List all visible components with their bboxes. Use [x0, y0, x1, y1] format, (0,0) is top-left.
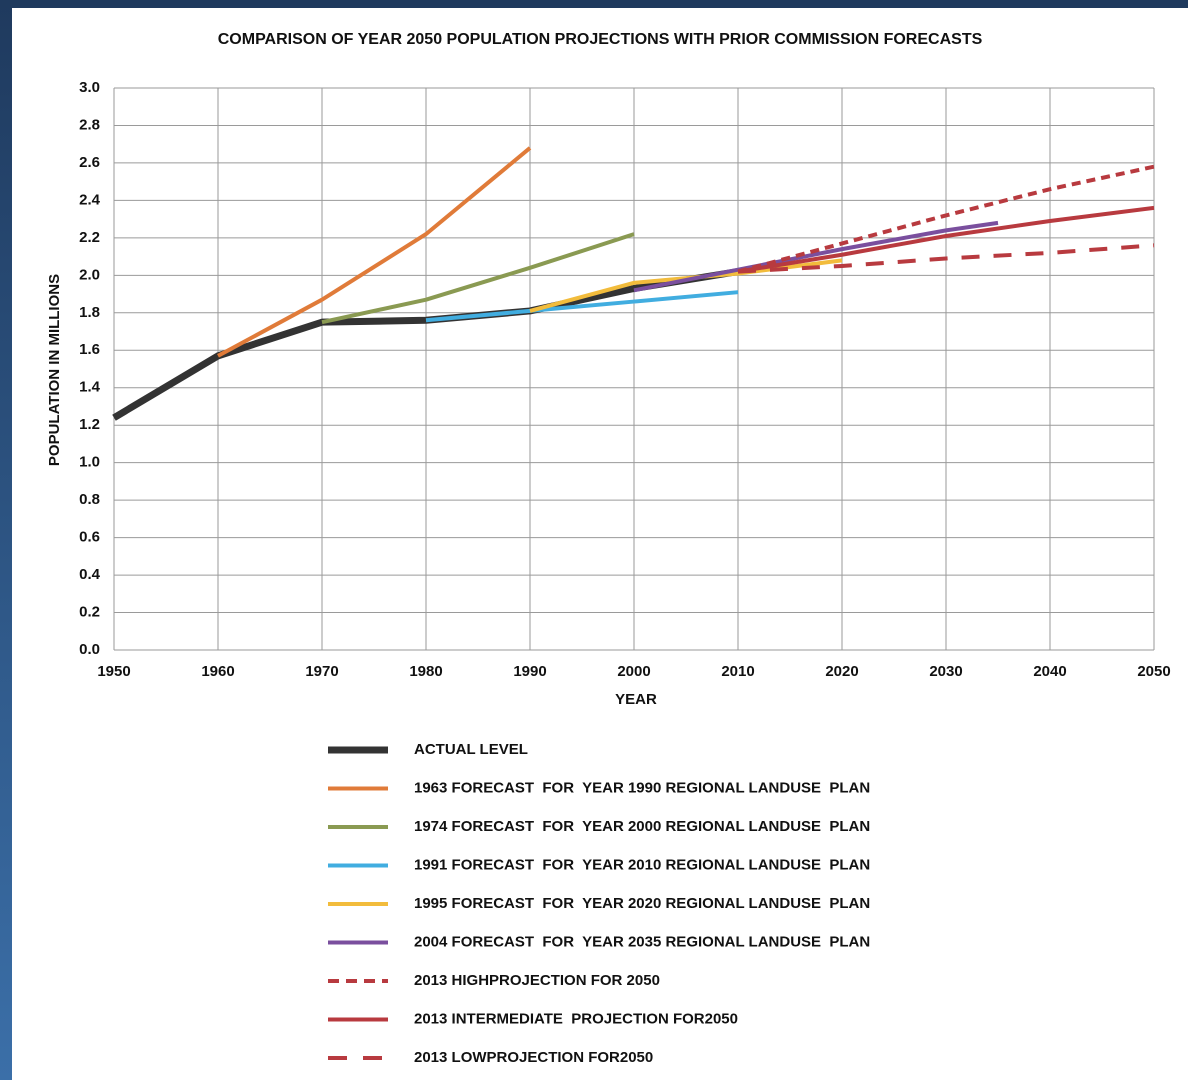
legend-label: ACTUAL LEVEL [414, 741, 528, 758]
y-tick-label: 1.2 [79, 416, 100, 433]
panel [12, 8, 1188, 1080]
x-axis-label: YEAR [615, 691, 657, 708]
x-tick-label: 2000 [617, 663, 650, 680]
x-tick-label: 1950 [97, 663, 130, 680]
series-line [321, 232, 635, 325]
x-tick-label: 2010 [721, 663, 754, 680]
y-tick-label: 0.4 [79, 566, 101, 583]
series-line [633, 220, 999, 293]
legend-label: 1963 FORECAST FOR YEAR 1990 REGIONAL LAN… [414, 779, 870, 796]
legend-label: 1991 FORECAST FOR YEAR 2010 REGIONAL LAN… [414, 856, 870, 873]
y-tick-label: 0.2 [79, 604, 100, 621]
y-tick-label: 1.6 [79, 341, 100, 358]
x-tick-label: 2020 [825, 663, 858, 680]
x-tick-label: 2030 [929, 663, 962, 680]
series-line [737, 243, 1155, 274]
legend-label: 2013 LOWPROJECTION FOR2050 [414, 1049, 653, 1066]
series-line [737, 205, 1155, 274]
y-axis-label: POPULATION IN MILLIONS [46, 274, 63, 466]
chart-title: COMPARISON OF YEAR 2050 POPULATION PROJE… [218, 31, 983, 48]
series-line [425, 290, 739, 323]
legend-label: 2013 HIGHPROJECTION FOR 2050 [414, 972, 660, 989]
legend-label: 2004 FORECAST FOR YEAR 2035 REGIONAL LAN… [414, 933, 870, 950]
y-tick-label: 3.0 [79, 79, 100, 96]
x-tick-label: 1960 [201, 663, 234, 680]
series-line [217, 146, 532, 358]
x-tick-label: 1980 [409, 663, 442, 680]
y-tick-label: 2.6 [79, 154, 100, 171]
y-tick-label: 2.8 [79, 116, 100, 133]
y-tick-label: 0.8 [79, 491, 100, 508]
y-tick-label: 1.0 [79, 454, 100, 471]
x-tick-label: 2050 [1137, 663, 1170, 680]
y-tick-label: 2.2 [79, 229, 100, 246]
legend-label: 2013 INTERMEDIATE PROJECTION FOR2050 [414, 1010, 738, 1027]
y-tick-label: 1.4 [79, 379, 101, 396]
x-tick-label: 2040 [1033, 663, 1066, 680]
legend-label: 1995 FORECAST FOR YEAR 2020 REGIONAL LAN… [414, 895, 870, 912]
y-tick-label: 0.6 [79, 529, 100, 546]
y-tick-label: 1.8 [79, 304, 100, 321]
y-tick-label: 2.0 [79, 266, 100, 283]
x-tick-label: 1970 [305, 663, 338, 680]
y-tick-label: 2.4 [79, 191, 101, 208]
x-tick-label: 1990 [513, 663, 546, 680]
legend-label: 1974 FORECAST FOR YEAR 2000 REGIONAL LAN… [414, 818, 870, 835]
y-tick-label: 0.0 [79, 641, 100, 658]
series-line [737, 164, 1155, 274]
